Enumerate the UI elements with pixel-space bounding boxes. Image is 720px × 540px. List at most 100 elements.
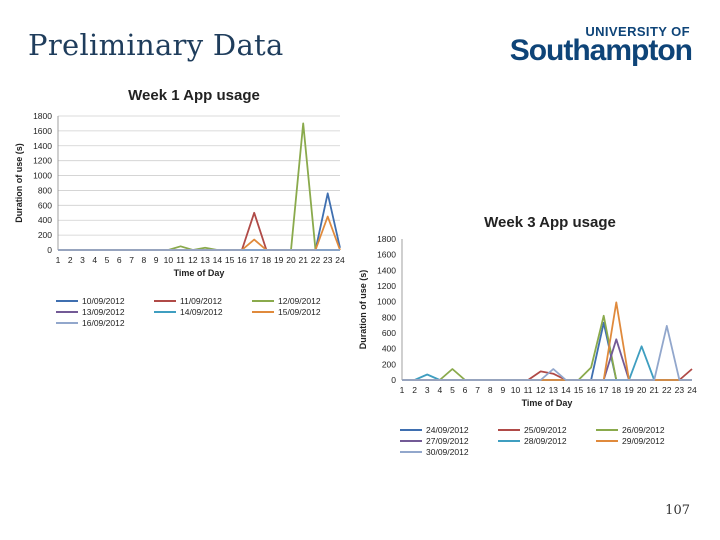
x-tick-label: 19 [274,255,284,265]
x-tick-label: 11 [524,385,533,395]
x-tick-label: 16 [237,255,247,265]
y-tick-label: 400 [382,344,396,354]
x-tick-label: 17 [249,255,259,265]
x-tick-label: 13 [549,385,559,395]
legend-label: 27/09/2012 [426,436,469,446]
x-tick-label: 1 [56,255,61,265]
legend-label: 29/09/2012 [622,436,665,446]
x-tick-label: 10 [511,385,521,395]
y-tick-label: 200 [38,230,52,240]
x-tick-label: 22 [311,255,321,265]
legend-label: 24/09/2012 [426,425,469,435]
legend-label: 14/09/2012 [180,307,223,317]
y-axis-label: Duration of use (s) [14,143,24,223]
legend-label: 13/09/2012 [82,307,125,317]
x-tick-label: 23 [675,385,685,395]
x-tick-label: 23 [323,255,333,265]
series-line-11-09-2012 [58,211,340,251]
y-axis-label: Duration of use (s) [358,270,368,350]
legend-label: 11/09/2012 [180,296,222,306]
x-tick-label: 4 [92,255,97,265]
x-tick-label: 5 [450,385,455,395]
week1-usage-chart: Week 1 App usage 0 200 400 600 800 1000 1200 140… [14,87,345,328]
x-tick-label: 5 [105,255,110,265]
series-line-10-09-2012 [58,192,341,251]
x-tick-label: 11 [176,255,185,265]
x-tick-label: 21 [649,385,659,395]
x-tick-label: 9 [154,255,159,265]
week3-usage-chart: Week 3 App usage 0 200 400 600 800 1000 1200 140… [358,214,697,457]
x-tick-label: 18 [262,255,272,265]
y-tick-label: 1800 [33,111,52,121]
y-tick-label: 1200 [33,156,52,166]
series-line-12-09-2012 [58,122,340,251]
x-tick-label: 10 [164,255,174,265]
series-line-26-09-2012 [402,314,692,381]
x-tick-label: 13 [200,255,210,265]
page-number: 107 [665,503,690,518]
x-tick-label: 19 [624,385,634,395]
x-tick-label: 24 [335,255,345,265]
legend-label: 28/09/2012 [524,436,567,446]
series-line-30-09-2012 [402,325,692,381]
x-axis-label: Time of Day [174,268,225,278]
x-tick-label: 8 [141,255,146,265]
y-tick-label: 1400 [377,265,396,275]
x-tick-label: 6 [117,255,122,265]
y-tick-label: 200 [382,359,396,369]
x-tick-label: 6 [463,385,468,395]
chart-title: Week 3 App usage [484,214,616,231]
x-tick-label: 20 [286,255,296,265]
x-tick-label: 16 [586,385,596,395]
legend-label: 26/09/2012 [622,425,665,435]
x-tick-label: 15 [574,385,584,395]
y-tick-label: 1600 [377,250,396,260]
x-tick-label: 14 [213,255,223,265]
x-tick-label: 8 [488,385,493,395]
x-tick-label: 15 [225,255,235,265]
x-tick-label: 2 [68,255,73,265]
series-line-15-09-2012 [58,215,341,251]
x-tick-label: 3 [425,385,430,395]
logo-line-1: UNIVERSITY OF [585,24,690,39]
x-axis-label: Time of Day [522,398,573,408]
y-tick-label: 1200 [377,281,396,291]
x-tick-label: 3 [80,255,85,265]
x-tick-label: 12 [536,385,546,395]
series-line-24-09-2012 [402,321,692,381]
x-tick-label: 12 [188,255,198,265]
y-tick-label: 1800 [377,234,396,244]
y-tick-label: 1400 [33,141,52,151]
y-tick-label: 600 [38,200,52,210]
y-tick-label: 400 [38,215,52,225]
x-tick-label: 24 [687,385,697,395]
series-line-29-09-2012 [402,301,692,381]
y-tick-label: 800 [38,185,52,195]
x-tick-label: 14 [561,385,571,395]
chart-title: Week 1 App usage [128,87,260,104]
x-tick-label: 21 [298,255,308,265]
legend-label: 25/09/2012 [524,425,567,435]
logo-line-2: Southampton [509,34,693,67]
slide-title: Preliminary Data [28,28,284,62]
university-logo: UNIVERSITY OF Southampton [510,24,693,70]
x-tick-label: 4 [437,385,442,395]
legend-label: 12/09/2012 [278,296,321,306]
x-tick-label: 2 [412,385,417,395]
legend-label: 16/09/2012 [82,318,125,328]
x-tick-label: 7 [475,385,480,395]
x-tick-label: 1 [400,385,405,395]
legend-label: 10/09/2012 [82,296,125,306]
x-tick-label: 22 [662,385,672,395]
legend-label: 15/09/2012 [278,307,321,317]
x-tick-label: 9 [501,385,506,395]
y-tick-label: 600 [382,328,396,338]
y-tick-label: 1600 [33,126,52,136]
x-tick-label: 7 [129,255,134,265]
y-tick-label: 0 [391,375,396,385]
y-tick-label: 1000 [33,171,52,181]
x-tick-label: 18 [612,385,622,395]
x-tick-label: 17 [599,385,609,395]
legend-label: 30/09/2012 [426,447,469,457]
y-tick-label: 0 [47,245,52,255]
